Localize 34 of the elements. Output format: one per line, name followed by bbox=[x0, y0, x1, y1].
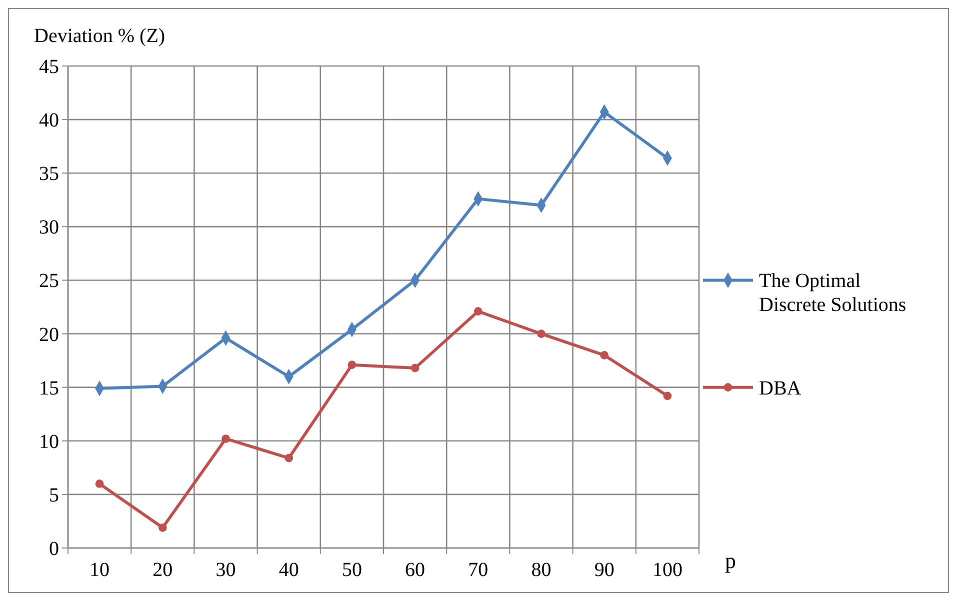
x-tick-label: 100 bbox=[652, 559, 682, 581]
point bbox=[222, 434, 230, 443]
x-tick-label: 10 bbox=[90, 559, 110, 581]
y-tick-label: 5 bbox=[49, 484, 59, 506]
legend-label: The Optimal Discrete Solutions bbox=[759, 270, 906, 316]
point bbox=[410, 364, 420, 372]
y-tick-label: 0 bbox=[49, 538, 59, 560]
y-tick-label: 45 bbox=[39, 56, 59, 78]
x-tick-label: 70 bbox=[468, 559, 488, 581]
y-tick-label: 25 bbox=[39, 270, 59, 292]
x-tick-label: 20 bbox=[152, 559, 173, 581]
x-tick-label: 40 bbox=[278, 559, 299, 581]
legend-label: DBA bbox=[759, 377, 802, 400]
y-tick-label: 30 bbox=[39, 216, 59, 239]
x-tick-label: 90 bbox=[594, 559, 614, 581]
x-tick-label: 60 bbox=[405, 559, 426, 581]
point bbox=[537, 330, 546, 338]
y-axis-title: Deviation % (Z) bbox=[34, 25, 166, 47]
y-tick-label: 10 bbox=[39, 430, 59, 453]
point bbox=[95, 480, 104, 488]
x-tick-label: 30 bbox=[216, 559, 236, 581]
y-tick-label: 35 bbox=[39, 163, 59, 186]
point bbox=[348, 360, 356, 370]
x-tick-label: 80 bbox=[531, 559, 552, 581]
point bbox=[663, 392, 672, 400]
point bbox=[284, 454, 294, 462]
y-tick-label: 40 bbox=[39, 110, 59, 132]
point bbox=[474, 307, 482, 316]
y-tick-label: 20 bbox=[39, 324, 59, 346]
x-tick-label: 50 bbox=[342, 559, 362, 581]
point bbox=[600, 351, 609, 360]
x-axis-title: p bbox=[725, 548, 736, 573]
y-tick-label: 15 bbox=[39, 377, 59, 400]
point bbox=[158, 523, 167, 532]
